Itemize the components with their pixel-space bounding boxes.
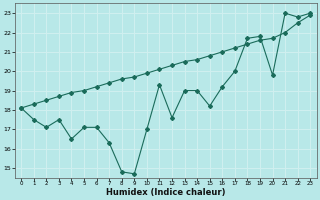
X-axis label: Humidex (Indice chaleur): Humidex (Indice chaleur) (106, 188, 226, 197)
